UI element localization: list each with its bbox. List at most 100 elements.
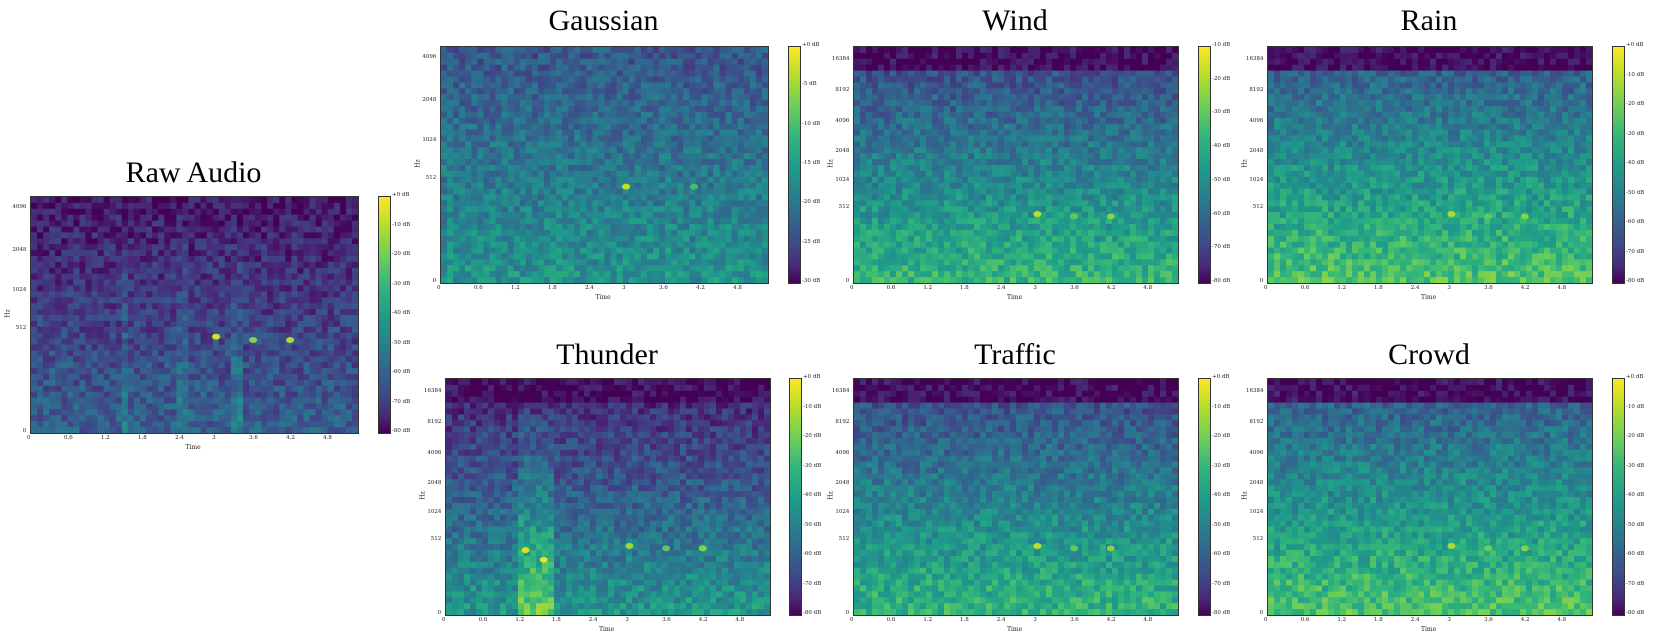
heatmap-cell <box>218 421 226 428</box>
heatmap-cell <box>339 208 347 216</box>
heatmap-cell <box>489 176 496 184</box>
heatmap-cell <box>321 332 329 340</box>
heatmap-cell <box>121 256 129 263</box>
heatmap-cell <box>152 362 159 369</box>
heatmap-cell <box>441 224 448 231</box>
heatmap-cell <box>719 70 727 77</box>
heatmap-cell <box>103 356 111 363</box>
heatmap-cell <box>315 374 323 381</box>
heatmap-cell <box>79 273 86 281</box>
heatmap-cell <box>236 303 244 310</box>
heatmap-cell <box>91 202 99 210</box>
heatmap-cell <box>194 409 202 416</box>
heatmap-cell <box>543 123 551 131</box>
heatmap-cell <box>701 271 708 278</box>
heatmap-cell <box>339 403 347 410</box>
heatmap-cell <box>646 141 654 148</box>
heatmap-cell <box>55 415 62 422</box>
heatmap-cell <box>610 129 618 136</box>
heatmap-cell <box>103 326 111 334</box>
heatmap-cell <box>309 309 317 316</box>
heatmap-cell <box>49 332 56 340</box>
heatmap-cell <box>568 94 575 101</box>
heatmap-cell <box>43 202 50 210</box>
heatmap-cell <box>327 309 335 316</box>
heatmap-cell <box>501 182 509 190</box>
heatmap-cell <box>465 123 472 131</box>
heatmap-cell <box>543 235 551 243</box>
heatmap-cell <box>543 229 551 237</box>
heatmap-cell <box>447 88 454 95</box>
heatmap-cell <box>1010 47 1017 54</box>
heatmap-cell <box>665 141 672 148</box>
heatmap-cell <box>315 344 323 351</box>
heatmap-cell <box>127 197 135 204</box>
heatmap-cell <box>501 235 509 243</box>
heatmap-cell <box>884 47 891 54</box>
heatmap-cell <box>519 88 527 95</box>
heatmap-cell <box>495 70 503 77</box>
heatmap-cell <box>170 356 177 363</box>
heatmap-cell <box>956 106 963 113</box>
heatmap-cell <box>230 338 238 345</box>
heatmap-cell <box>634 241 642 249</box>
heatmap-cell <box>713 194 721 201</box>
heatmap-cell <box>279 273 286 281</box>
heatmap-cell <box>531 259 539 266</box>
heatmap-cell <box>242 391 250 399</box>
heatmap-cell <box>537 194 545 201</box>
heatmap-cell <box>206 273 214 281</box>
heatmap-cell <box>1034 47 1041 54</box>
heatmap-cell <box>188 403 195 410</box>
heatmap-cell <box>218 356 226 363</box>
heatmap-cell <box>725 52 733 60</box>
heatmap-cell <box>67 208 74 216</box>
heatmap-cell <box>67 344 74 351</box>
heatmap-cell <box>67 303 74 310</box>
heatmap-cell <box>441 100 448 107</box>
heatmap-cell <box>261 250 268 257</box>
heatmap-cell <box>1106 88 1113 95</box>
heatmap-cell <box>652 212 660 219</box>
heatmap-cell <box>188 397 195 404</box>
raw-colorbar-tick: -60 dB <box>392 369 411 375</box>
heatmap-cell <box>273 374 280 381</box>
heatmap-cell <box>61 356 68 363</box>
heatmap-cell <box>586 47 593 54</box>
heatmap-cell <box>920 82 927 89</box>
heatmap-cell <box>471 206 478 213</box>
heatmap-cell <box>61 350 68 357</box>
heatmap-cell <box>477 82 484 89</box>
heatmap-cell <box>218 267 226 275</box>
heatmap-cell <box>890 64 897 72</box>
heatmap-cell <box>85 332 93 340</box>
heatmap-cell <box>55 238 62 245</box>
heatmap-cell <box>303 338 311 345</box>
heatmap-cell <box>97 220 105 227</box>
heatmap-cell <box>351 279 358 286</box>
heatmap-cell <box>926 106 933 113</box>
heatmap-cell <box>531 218 539 225</box>
heatmap-cell <box>968 64 975 72</box>
heatmap-cell <box>164 273 171 281</box>
heatmap-cell <box>507 224 515 231</box>
heatmap-cell <box>556 88 563 95</box>
heatmap-cell <box>85 208 93 216</box>
heatmap-cell <box>1124 58 1131 66</box>
heatmap-cell <box>471 70 478 77</box>
heatmap-cell <box>230 267 238 275</box>
heatmap-cell <box>91 421 99 428</box>
heatmap-cell <box>646 194 654 201</box>
heatmap-cell <box>920 47 927 54</box>
heatmap-cell <box>230 303 238 310</box>
heatmap-cell <box>719 123 727 131</box>
heatmap-cell <box>164 320 171 328</box>
heatmap-cell <box>279 338 286 345</box>
heatmap-cell <box>447 200 454 207</box>
heatmap-cell <box>1148 58 1155 66</box>
heatmap-cell <box>127 344 135 351</box>
heatmap-cell <box>537 200 545 207</box>
heatmap-cell <box>537 147 545 154</box>
heatmap-cell <box>640 111 648 119</box>
heatmap-cell <box>115 261 123 269</box>
